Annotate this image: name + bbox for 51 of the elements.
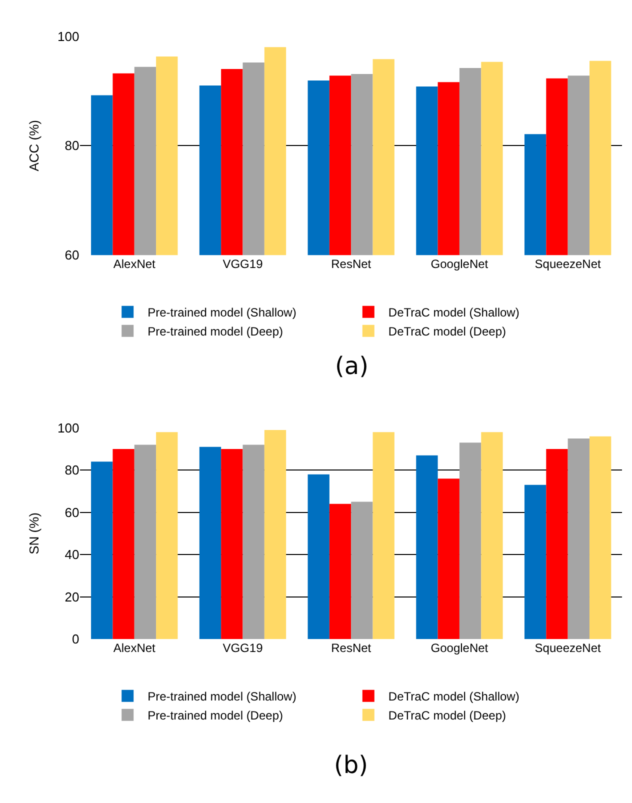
bar <box>589 436 612 640</box>
y-tick-label: 100 <box>57 420 80 436</box>
legend-label: DeTraC model (Shallow) <box>388 306 520 320</box>
x-tick-label: GoogleNet <box>430 641 489 656</box>
x-tick-label: SqueezeNet <box>534 257 602 272</box>
y-tick-label: 0 <box>72 632 80 647</box>
bar <box>438 478 460 640</box>
bar <box>134 444 156 640</box>
legend-label: DeTraC model (Shallow) <box>388 690 520 704</box>
y-tick-label: 80 <box>64 462 80 478</box>
legend-label: Pre-trained model (Shallow) <box>148 690 296 704</box>
legend-label: DeTraC model (Deep) <box>388 708 506 722</box>
x-tick-label: VGG19 <box>222 257 264 272</box>
legend-label: Pre-trained model (Deep) <box>148 708 284 722</box>
y-tick-label: 80 <box>64 138 80 154</box>
bar <box>568 438 590 640</box>
x-tick-label: ResNet <box>331 257 372 272</box>
bar <box>242 444 264 640</box>
y-tick-label: 60 <box>64 504 80 520</box>
text: (a) <box>335 352 368 380</box>
text: (b) <box>334 751 368 779</box>
bar <box>524 484 546 640</box>
x-tick-label: VGG19 <box>222 641 264 656</box>
bar <box>351 502 373 640</box>
y-axis-title: SN (%) <box>26 512 42 554</box>
legend-label: Pre-trained model (Shallow) <box>148 306 296 320</box>
x-tick-label: ResNet <box>331 641 372 656</box>
x-tick-label: AlexNet <box>113 257 156 272</box>
bar <box>329 504 352 640</box>
bar <box>264 430 286 640</box>
y-tick-label: 100 <box>57 28 80 44</box>
bar <box>416 455 438 640</box>
bar <box>156 432 178 640</box>
y-tick-label: 40 <box>64 547 80 562</box>
bar <box>546 449 568 640</box>
x-tick-label: GoogleNet <box>430 257 489 272</box>
bar <box>459 442 482 640</box>
y-axis-title: ACC (%) <box>26 120 42 172</box>
x-tick-label: SqueezeNet <box>534 641 602 656</box>
bar <box>221 449 243 640</box>
bar <box>372 432 394 640</box>
bar <box>199 446 222 640</box>
y-tick-label: 60 <box>64 248 80 263</box>
bar <box>112 449 134 640</box>
y-tick-label: 20 <box>64 589 80 604</box>
legend-label: DeTraC model (Deep) <box>388 324 506 338</box>
x-tick-label: AlexNet <box>113 641 156 656</box>
bar <box>481 432 503 640</box>
bar <box>308 474 330 640</box>
bar <box>91 462 113 640</box>
legend-label: Pre-trained model (Deep) <box>148 324 284 338</box>
